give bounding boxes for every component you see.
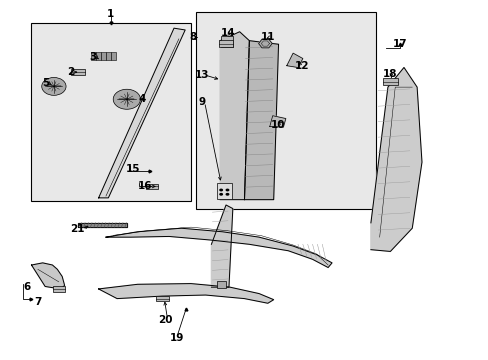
Text: 12: 12 xyxy=(294,62,308,71)
Text: 11: 11 xyxy=(260,32,275,42)
Text: 15: 15 xyxy=(125,164,140,174)
Text: 5: 5 xyxy=(42,78,50,88)
Circle shape xyxy=(225,189,229,192)
Bar xyxy=(96,53,101,60)
Polygon shape xyxy=(99,284,273,303)
Bar xyxy=(382,78,397,85)
Bar xyxy=(30,23,191,202)
Bar xyxy=(217,282,225,288)
Text: 18: 18 xyxy=(382,69,397,79)
Circle shape xyxy=(219,193,223,196)
Text: 19: 19 xyxy=(170,333,184,343)
Polygon shape xyxy=(244,41,278,200)
Bar xyxy=(217,183,231,199)
Bar xyxy=(221,36,233,47)
Text: 20: 20 xyxy=(158,315,173,325)
Polygon shape xyxy=(269,116,285,127)
Polygon shape xyxy=(106,228,331,267)
Bar xyxy=(101,53,106,60)
Bar xyxy=(218,40,233,47)
Text: 3: 3 xyxy=(89,52,96,62)
Text: 13: 13 xyxy=(194,69,208,80)
Text: 9: 9 xyxy=(198,97,205,107)
Text: 14: 14 xyxy=(221,28,235,38)
Bar xyxy=(106,53,111,60)
Circle shape xyxy=(41,77,66,95)
Polygon shape xyxy=(31,263,64,289)
Bar xyxy=(146,184,158,189)
Polygon shape xyxy=(78,223,126,227)
Text: 16: 16 xyxy=(138,181,152,191)
Text: 2: 2 xyxy=(67,67,74,77)
Text: 8: 8 xyxy=(189,32,197,42)
Polygon shape xyxy=(99,28,185,198)
Text: 10: 10 xyxy=(271,120,285,130)
Polygon shape xyxy=(370,67,421,251)
Bar xyxy=(111,53,116,60)
Text: 21: 21 xyxy=(70,224,85,234)
Text: 7: 7 xyxy=(35,297,42,307)
Bar xyxy=(196,12,375,208)
Text: 17: 17 xyxy=(392,39,407,49)
Polygon shape xyxy=(286,53,302,67)
Bar xyxy=(91,53,96,60)
Text: 1: 1 xyxy=(107,9,114,19)
Polygon shape xyxy=(220,32,249,200)
Text: 6: 6 xyxy=(23,282,30,292)
Circle shape xyxy=(225,193,229,196)
Circle shape xyxy=(219,189,223,192)
Bar xyxy=(71,69,85,75)
Bar xyxy=(53,287,64,292)
Circle shape xyxy=(113,89,140,109)
Text: 4: 4 xyxy=(139,94,146,104)
Polygon shape xyxy=(258,39,272,48)
Polygon shape xyxy=(211,205,232,287)
Bar xyxy=(156,296,169,301)
